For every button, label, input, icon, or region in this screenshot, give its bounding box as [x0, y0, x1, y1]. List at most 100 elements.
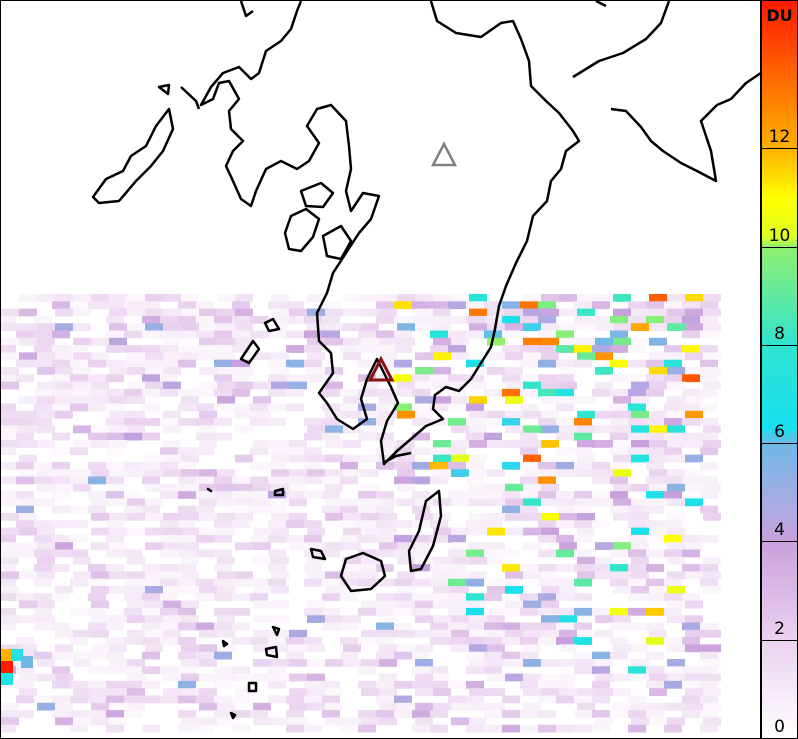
- coastline-top-islands: [180, 1, 607, 110]
- so2-pixel: [232, 578, 250, 587]
- so2-pixel: [109, 717, 127, 726]
- so2-pixel: [412, 607, 430, 616]
- so2-pixel: [109, 396, 127, 404]
- so2-pixel: [268, 461, 286, 470]
- so2-pixel: [214, 476, 232, 485]
- so2-pixel: [235, 308, 253, 317]
- so2-pixel: [271, 556, 289, 565]
- so2-pixel: [73, 469, 91, 477]
- so2-pixel: [667, 425, 685, 434]
- so2-pixel: [502, 637, 520, 645]
- so2-pixel: [217, 702, 235, 711]
- so2-pixel: [502, 491, 520, 499]
- so2-pixel: [289, 498, 307, 507]
- so2-pixel: [343, 469, 361, 477]
- so2-pixel: [469, 396, 487, 404]
- so2-pixel: [91, 688, 109, 696]
- so2-pixel: [394, 607, 412, 616]
- so2-pixel: [181, 556, 199, 565]
- so2-pixel: [502, 651, 520, 660]
- so2-pixel: [178, 345, 196, 353]
- so2-pixel: [91, 571, 109, 580]
- so2-pixel: [124, 345, 142, 353]
- so2-pixel: [451, 556, 469, 565]
- so2-pixel: [523, 440, 541, 448]
- so2-pixel: [322, 505, 340, 514]
- so2-pixel: [16, 695, 34, 704]
- so2-pixel: [55, 673, 73, 682]
- so2-pixel: [523, 702, 541, 711]
- so2-pixel: [700, 622, 718, 631]
- so2-pixel: [88, 359, 106, 368]
- so2-pixel: [124, 359, 142, 368]
- so2-pixel: [37, 294, 55, 302]
- so2-pixel: [646, 447, 664, 456]
- so2-pixel: [181, 615, 199, 623]
- so2-pixel: [559, 644, 577, 653]
- so2-pixel: [253, 629, 271, 638]
- so2-pixel: [322, 710, 340, 718]
- so2-pixel: [289, 542, 307, 550]
- so2-pixel: [433, 615, 451, 623]
- so2-pixel: [628, 578, 646, 587]
- so2-pixel: [379, 337, 397, 346]
- so2-pixel: [397, 294, 415, 302]
- so2-pixel: [469, 717, 487, 726]
- so2-pixel: [448, 637, 466, 645]
- so2-pixel: [667, 717, 685, 726]
- so2-pixel: [415, 542, 433, 550]
- so2-pixel: [502, 564, 520, 572]
- so2-pixel: [538, 374, 556, 383]
- so2-pixel: [268, 637, 286, 645]
- so2-pixel: [199, 688, 217, 696]
- so2-pixel: [487, 556, 505, 565]
- so2-pixel: [433, 469, 451, 477]
- so2-pixel: [304, 461, 322, 470]
- so2-pixel: [340, 651, 358, 660]
- so2-pixel: [685, 454, 703, 463]
- so2-pixel: [217, 527, 235, 536]
- so2-pixel: [523, 513, 541, 521]
- so2-pixel: [37, 542, 55, 550]
- so2-pixel: [631, 673, 649, 682]
- so2-pixel: [178, 476, 196, 485]
- so2-pixel: [523, 410, 541, 419]
- so2-pixel: [574, 534, 592, 543]
- so2-pixel: [52, 505, 70, 514]
- so2-pixel: [574, 301, 592, 310]
- so2-pixel: [253, 600, 271, 609]
- so2-pixel: [433, 702, 451, 711]
- so2-pixel: [379, 629, 397, 638]
- so2-pixel: [325, 513, 343, 521]
- so2-pixel: [19, 615, 37, 623]
- so2-pixel: [109, 410, 127, 419]
- so2-pixel: [307, 673, 325, 682]
- so2-pixel: [181, 542, 199, 550]
- so2-pixel: [412, 549, 430, 558]
- so2-pixel: [124, 491, 142, 499]
- so2-pixel: [145, 483, 163, 492]
- so2-pixel: [16, 418, 34, 426]
- so2-pixel: [703, 381, 721, 390]
- colorbar-tick-label: 4: [774, 520, 785, 541]
- so2-pixel: [595, 367, 613, 375]
- so2-pixel: [142, 461, 160, 470]
- so2-pixel: [502, 461, 520, 470]
- so2-pixel: [556, 637, 574, 645]
- so2-pixel: [163, 440, 181, 448]
- so2-pixel: [109, 571, 127, 580]
- so2-pixel: [37, 440, 55, 448]
- so2-pixel: [379, 498, 397, 507]
- so2-pixel: [541, 629, 559, 638]
- so2-pixel: [487, 629, 505, 638]
- so2-pixel: [16, 432, 34, 441]
- so2-pixel: [394, 359, 412, 368]
- so2-pixel: [271, 352, 289, 361]
- so2-pixel: [268, 549, 286, 558]
- so2-pixel: [55, 702, 73, 711]
- so2-pixel: [289, 644, 307, 653]
- so2-pixel: [394, 593, 412, 602]
- so2-pixel: [646, 359, 664, 368]
- so2-pixel: [286, 520, 304, 529]
- so2-pixel: [1, 593, 16, 602]
